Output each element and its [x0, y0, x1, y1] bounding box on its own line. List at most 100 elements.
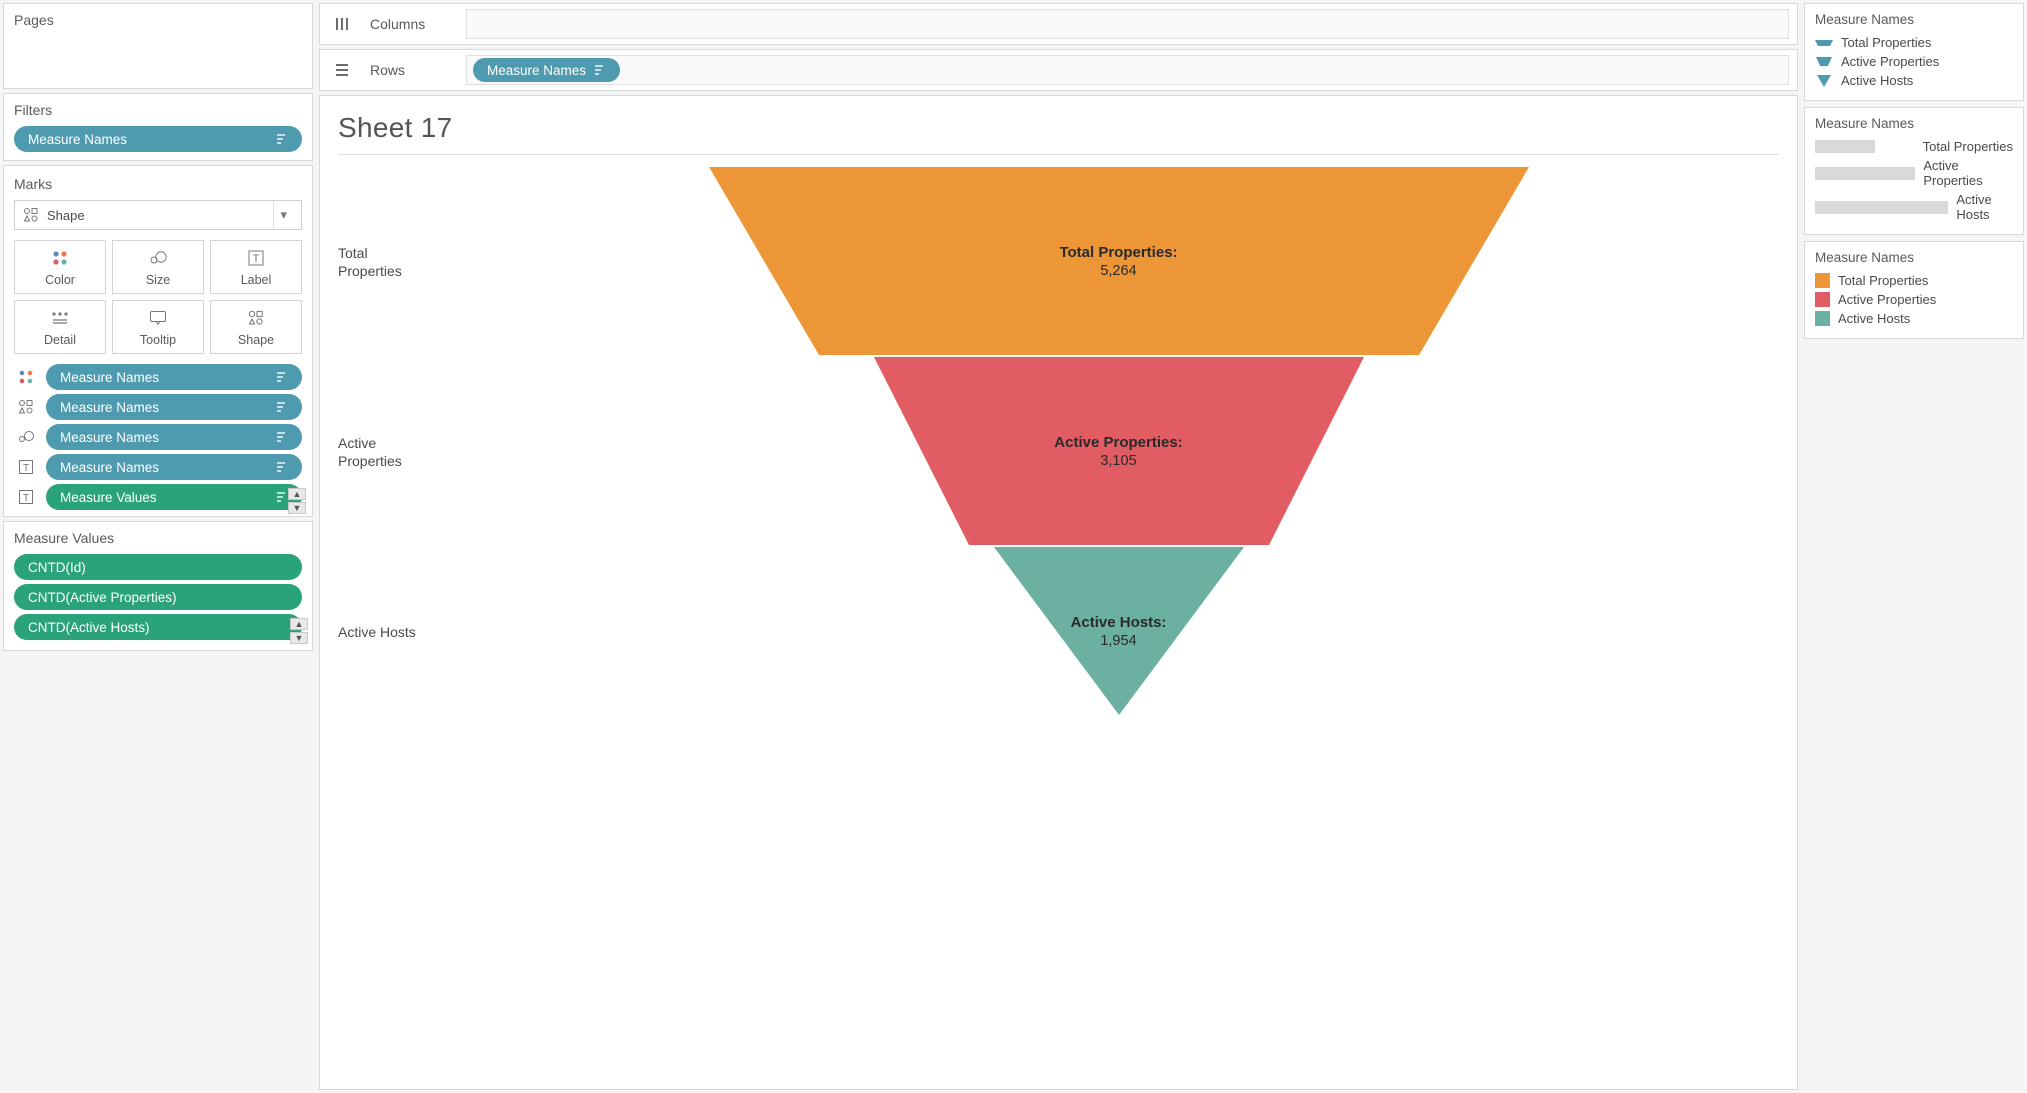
legend-shape-item-2[interactable]: Active Hosts: [1815, 71, 2013, 90]
funnel-shape-cell: Total Properties:5,264: [458, 167, 1779, 357]
legend-color-item-0[interactable]: Total Properties: [1815, 271, 2013, 290]
funnel-shape[interactable]: Active Hosts:1,954: [994, 547, 1244, 715]
filter-pill-label: Measure Names: [28, 132, 127, 147]
pages-card: Pages: [3, 3, 313, 89]
chevron-down-icon: ▾: [273, 201, 293, 229]
size-icon: [14, 429, 38, 445]
marks-btn-tooltip[interactable]: Tooltip: [112, 300, 204, 354]
marks-card: Marks Shape ▾ Color Size: [3, 165, 313, 517]
mv-pill-2[interactable]: CNTD(Active Hosts): [14, 614, 302, 640]
viz-panel: Sheet 17 TotalProperties Total Properties…: [319, 95, 1798, 1090]
legend-shape-glyph: [1815, 74, 1833, 88]
filter-pill-measure-names[interactable]: Measure Names: [14, 126, 302, 152]
funnel-shape-cell: Active Properties: 3,105: [458, 357, 1779, 547]
legend-size: Measure Names Total PropertiesActive Pro…: [1804, 107, 2024, 235]
svg-text:T: T: [253, 253, 260, 265]
main-area: Columns Rows Measure Names Sheet 17 Tota…: [319, 3, 1798, 1090]
legend-shape-glyph: [1815, 56, 1833, 67]
funnel-row-1: ActiveProperties Active Properties: 3,105: [338, 357, 1779, 547]
label-icon: T: [247, 247, 265, 269]
marks-pill-values[interactable]: Measure Values: [46, 484, 302, 510]
legend-shape-glyph: [1815, 38, 1833, 48]
sort-icon: [276, 461, 290, 473]
legend-size-item-1[interactable]: Active Properties: [1815, 156, 2013, 190]
marks-type-label: Shape: [47, 208, 85, 223]
marks-pill-size[interactable]: Measure Names: [46, 424, 302, 450]
shape-icon: [247, 307, 265, 329]
detail-icon: [51, 307, 69, 329]
rows-drop-zone[interactable]: Measure Names: [466, 55, 1789, 85]
legend-size-item-2[interactable]: Active Hosts: [1815, 190, 2013, 224]
measure-values-card: Measure Values CNTD(Id) CNTD(Active Prop…: [3, 521, 313, 651]
mv-stepper[interactable]: ▲▼: [290, 618, 308, 644]
legend-shape: Measure Names Total PropertiesActive Pro…: [1804, 3, 2024, 101]
columns-drop-zone[interactable]: [466, 9, 1789, 39]
columns-shelf[interactable]: Columns: [319, 3, 1798, 45]
legend-color-swatch: [1815, 292, 1830, 307]
shape-icon: [23, 207, 39, 223]
marks-btn-shape[interactable]: Shape: [210, 300, 302, 354]
marks-type-selector[interactable]: Shape ▾: [14, 200, 302, 230]
funnel-shape-label: Active Properties:: [1054, 434, 1182, 451]
funnel-row-0: TotalProperties Total Properties:5,264: [338, 167, 1779, 357]
funnel-shape[interactable]: Total Properties:5,264: [709, 167, 1529, 355]
columns-label: Columns: [370, 16, 452, 32]
legend-size-bar: [1815, 140, 1875, 153]
legend-color-item-1[interactable]: Active Properties: [1815, 290, 2013, 309]
legend-shape-item-0[interactable]: Total Properties: [1815, 33, 2013, 52]
legend-color-title: Measure Names: [1815, 250, 2013, 265]
legend-size-bar: [1815, 167, 1915, 180]
sort-icon: [594, 64, 608, 76]
legends-panel: Measure Names Total PropertiesActive Pro…: [1804, 3, 2024, 1090]
marks-btn-size[interactable]: Size: [112, 240, 204, 294]
measure-values-title: Measure Values: [14, 530, 302, 546]
marks-stepper[interactable]: ▲▼: [288, 488, 306, 514]
rows-pill-measure-names[interactable]: Measure Names: [473, 58, 620, 82]
text-icon: T: [14, 459, 38, 475]
funnel-row-label: ActiveProperties: [338, 434, 458, 470]
funnel-row-label: Active Hosts: [338, 623, 458, 641]
sheet-title: Sheet 17: [338, 112, 1779, 155]
columns-icon: [328, 16, 356, 32]
funnel-shape-value: 3,105: [1100, 453, 1136, 469]
mv-pill-1[interactable]: CNTD(Active Properties): [14, 584, 302, 610]
filters-card: Filters Measure Names: [3, 93, 313, 161]
mv-pill-0[interactable]: CNTD(Id): [14, 554, 302, 580]
svg-text:T: T: [23, 463, 29, 474]
legend-size-bar: [1815, 201, 1948, 214]
legend-color-item-2[interactable]: Active Hosts: [1815, 309, 2013, 328]
pages-title: Pages: [14, 12, 302, 28]
funnel-row-label: TotalProperties: [338, 244, 458, 280]
filters-title: Filters: [14, 102, 302, 118]
marks-pill-color[interactable]: Measure Names: [46, 364, 302, 390]
rows-label: Rows: [370, 62, 452, 78]
legend-color: Measure Names Total PropertiesActive Pro…: [1804, 241, 2024, 339]
marks-pill-shape[interactable]: Measure Names: [46, 394, 302, 420]
rows-shelf[interactable]: Rows Measure Names: [319, 49, 1798, 91]
legend-size-title: Measure Names: [1815, 116, 2013, 131]
marks-btn-detail[interactable]: Detail: [14, 300, 106, 354]
marks-btn-color[interactable]: Color: [14, 240, 106, 294]
marks-title: Marks: [14, 176, 302, 192]
legend-shape-item-1[interactable]: Active Properties: [1815, 52, 2013, 71]
sort-icon: [276, 431, 290, 443]
sort-icon: [276, 401, 290, 413]
funnel-shape[interactable]: Active Properties: 3,105: [874, 357, 1364, 545]
sort-icon: [276, 371, 290, 383]
legend-shape-title: Measure Names: [1815, 12, 2013, 27]
size-icon: [148, 247, 168, 269]
funnel-chart: TotalPropertiesTotal Properties:5,264Act…: [338, 167, 1779, 717]
marks-pill-text[interactable]: Measure Names: [46, 454, 302, 480]
legend-size-item-0[interactable]: Total Properties: [1815, 137, 2013, 156]
funnel-shape-value: 5,264: [1100, 263, 1136, 279]
legend-color-swatch: [1815, 273, 1830, 288]
tooltip-icon: [149, 307, 167, 329]
left-sidebar: Pages Filters Measure Names Marks Shape …: [3, 3, 313, 1090]
rows-icon: [328, 62, 356, 78]
marks-btn-label[interactable]: T Label: [210, 240, 302, 294]
legend-color-swatch: [1815, 311, 1830, 326]
marks-rows: Measure Names Measure Names Measure Name…: [14, 364, 302, 510]
funnel-shape-value: 1,954: [1100, 633, 1136, 649]
color-icon: [51, 247, 69, 269]
shape-icon: [14, 399, 38, 415]
